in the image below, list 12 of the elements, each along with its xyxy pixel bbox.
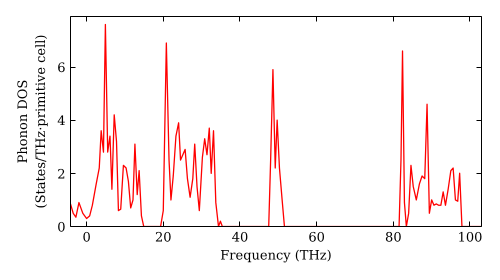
y-axis-title: Phonon DOS (States/THz·primitive cell) [16,34,50,208]
y-tick-label: 4 [57,114,66,130]
x-tick-label: 80 [385,230,402,246]
x-tick-label: 0 [82,230,91,246]
x-axis-title: Frequency (THz) [220,248,332,264]
x-tick-label: 20 [155,230,172,246]
y-tick-label: 2 [57,167,66,182]
x-tick-label: 40 [232,230,248,246]
y-tick-label: 6 [57,61,66,76]
x-tick-label: 60 [308,230,325,246]
y-tick-label: 0 [57,220,66,236]
x-tick-label: 100 [458,230,482,246]
